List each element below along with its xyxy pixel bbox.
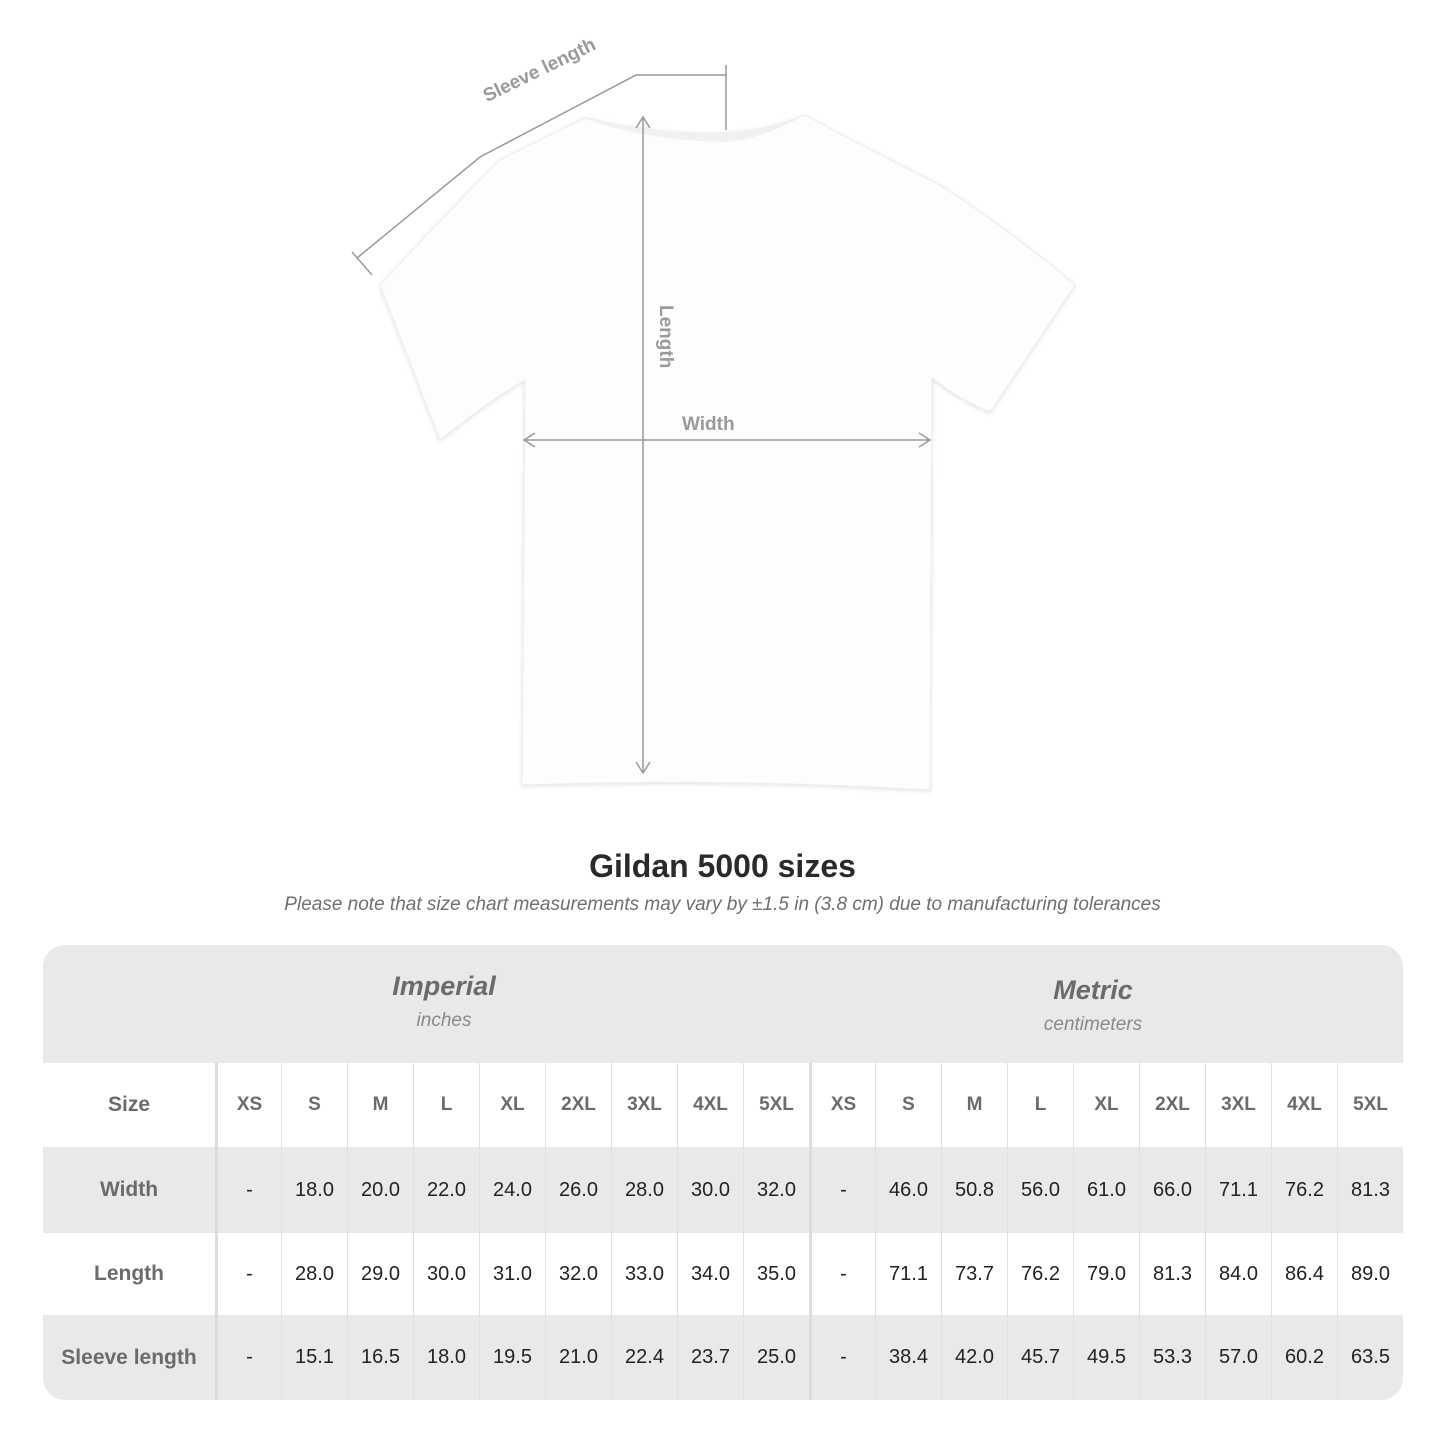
size-imperial-xl: XL bbox=[479, 1063, 545, 1147]
tshirt-diagram bbox=[351, 65, 1076, 791]
cell-metric: 79.0 bbox=[1073, 1233, 1139, 1315]
imperial-title: Imperial bbox=[392, 971, 496, 1001]
size-metric-xl: XL bbox=[1073, 1063, 1139, 1147]
metric-unit: centimeters bbox=[1043, 1014, 1143, 1035]
cell-metric: - bbox=[809, 1147, 875, 1233]
cell-imperial: 35.0 bbox=[743, 1233, 809, 1315]
cell-imperial: 22.0 bbox=[413, 1147, 479, 1233]
cell-metric: 66.0 bbox=[1139, 1147, 1205, 1233]
size-metric-m: M bbox=[941, 1063, 1007, 1147]
cell-imperial: 25.0 bbox=[743, 1315, 809, 1400]
cell-metric: 73.7 bbox=[941, 1233, 1007, 1315]
metric-header: Metric centimeters bbox=[809, 975, 1377, 1036]
size-label: Size bbox=[107, 1093, 151, 1116]
cell-metric: 89.0 bbox=[1337, 1233, 1403, 1315]
size-metric-s: S bbox=[875, 1063, 941, 1147]
cell-imperial: 23.7 bbox=[677, 1315, 743, 1400]
cell-imperial: 18.0 bbox=[281, 1147, 347, 1233]
table-row: Length -28.0 29.0 30.0 31.0 32.0 33.0 34.0 35.0-… bbox=[43, 1233, 1403, 1315]
cell-imperial: 31.0 bbox=[479, 1233, 545, 1315]
size-metric-3xl: 3XL bbox=[1205, 1063, 1271, 1147]
cell-imperial: 33.0 bbox=[611, 1233, 677, 1315]
size-imperial-s: S bbox=[281, 1063, 347, 1147]
row-label: Sleeve length bbox=[61, 1345, 197, 1369]
size-metric-4xl: 4XL bbox=[1271, 1063, 1337, 1147]
cell-metric: 81.3 bbox=[1139, 1233, 1205, 1315]
cell-imperial: 28.0 bbox=[611, 1147, 677, 1233]
size-imperial-3xl: 3XL bbox=[611, 1063, 677, 1147]
cell-imperial: - bbox=[215, 1233, 281, 1315]
imperial-unit: inches bbox=[416, 1010, 472, 1031]
cell-metric: 81.3 bbox=[1337, 1147, 1403, 1233]
cell-imperial: 15.1 bbox=[281, 1315, 347, 1400]
cell-metric: 76.2 bbox=[1271, 1147, 1337, 1233]
cell-imperial: 18.0 bbox=[413, 1315, 479, 1400]
cell-imperial: 28.0 bbox=[281, 1233, 347, 1315]
cell-metric: - bbox=[809, 1315, 875, 1400]
cell-imperial: 24.0 bbox=[479, 1147, 545, 1233]
cell-metric: 50.8 bbox=[941, 1147, 1007, 1233]
cell-metric: 49.5 bbox=[1073, 1315, 1139, 1400]
size-imperial-2xl: 2XL bbox=[545, 1063, 611, 1147]
cell-imperial: 34.0 bbox=[677, 1233, 743, 1315]
cell-imperial: - bbox=[215, 1147, 281, 1233]
cell-imperial: - bbox=[215, 1315, 281, 1400]
cell-imperial: 32.0 bbox=[545, 1233, 611, 1315]
size-imperial-l: L bbox=[413, 1063, 479, 1147]
cell-imperial: 22.4 bbox=[611, 1315, 677, 1400]
cell-metric: 45.7 bbox=[1007, 1315, 1073, 1400]
size-header-row: Size XS S M L XL 2XL 3XL 4XL 5XL XS S M L XL 2XL 3XL 4XL 5… bbox=[43, 1063, 1403, 1147]
imperial-header: Imperial inches bbox=[215, 971, 673, 1032]
page-title: Gildan 5000 sizes bbox=[589, 848, 856, 884]
tolerance-note: Please note that size chart measurements… bbox=[284, 894, 1161, 915]
table-row: Sleeve length -15.1 16.5 18.0 19.5 21.0 22.4 23… bbox=[43, 1315, 1403, 1400]
cell-metric: 57.0 bbox=[1205, 1315, 1271, 1400]
cell-imperial: 21.0 bbox=[545, 1315, 611, 1400]
size-imperial-xs: XS bbox=[215, 1063, 281, 1147]
table-header-band bbox=[43, 945, 1403, 1063]
size-imperial-5xl: 5XL bbox=[743, 1063, 809, 1147]
width-label: Width bbox=[682, 414, 735, 435]
row-label: Length bbox=[94, 1262, 164, 1285]
cell-metric: 42.0 bbox=[941, 1315, 1007, 1400]
size-imperial-4xl: 4XL bbox=[677, 1063, 743, 1147]
row-label: Width bbox=[99, 1178, 159, 1201]
cell-imperial: 16.5 bbox=[347, 1315, 413, 1400]
cell-metric: 71.1 bbox=[1205, 1147, 1271, 1233]
cell-metric: - bbox=[809, 1233, 875, 1315]
cell-imperial: 30.0 bbox=[413, 1233, 479, 1315]
cell-metric: 60.2 bbox=[1271, 1315, 1337, 1400]
cell-imperial: 26.0 bbox=[545, 1147, 611, 1233]
cell-metric: 71.1 bbox=[875, 1233, 941, 1315]
table-row: Width -18.0 20.0 22.0 24.0 26.0 28.0 30.0 32.0-4… bbox=[43, 1147, 1403, 1233]
tshirt-image bbox=[379, 114, 1076, 791]
sleeve-measure-line bbox=[356, 74, 726, 259]
cell-imperial: 30.0 bbox=[677, 1147, 743, 1233]
cell-imperial: 19.5 bbox=[479, 1315, 545, 1400]
cell-metric: 56.0 bbox=[1007, 1147, 1073, 1233]
length-label: Length bbox=[655, 305, 676, 369]
cell-metric: 86.4 bbox=[1271, 1233, 1337, 1315]
cell-imperial: 20.0 bbox=[347, 1147, 413, 1233]
cell-metric: 84.0 bbox=[1205, 1233, 1271, 1315]
size-metric-l: L bbox=[1007, 1063, 1073, 1147]
cell-metric: 63.5 bbox=[1337, 1315, 1403, 1400]
size-metric-2xl: 2XL bbox=[1139, 1063, 1205, 1147]
cell-metric: 53.3 bbox=[1139, 1315, 1205, 1400]
cell-metric: 46.0 bbox=[875, 1147, 941, 1233]
size-imperial-m: M bbox=[347, 1063, 413, 1147]
metric-title: Metric bbox=[1053, 975, 1133, 1005]
size-metric-xs: XS bbox=[809, 1063, 875, 1147]
cell-imperial: 29.0 bbox=[347, 1233, 413, 1315]
cell-metric: 76.2 bbox=[1007, 1233, 1073, 1315]
cell-metric: 38.4 bbox=[875, 1315, 941, 1400]
cell-imperial: 32.0 bbox=[743, 1147, 809, 1233]
size-table: Imperial inches Metric centimeters Size X… bbox=[43, 945, 1403, 1400]
size-metric-5xl: 5XL bbox=[1337, 1063, 1403, 1147]
cell-metric: 61.0 bbox=[1073, 1147, 1139, 1233]
